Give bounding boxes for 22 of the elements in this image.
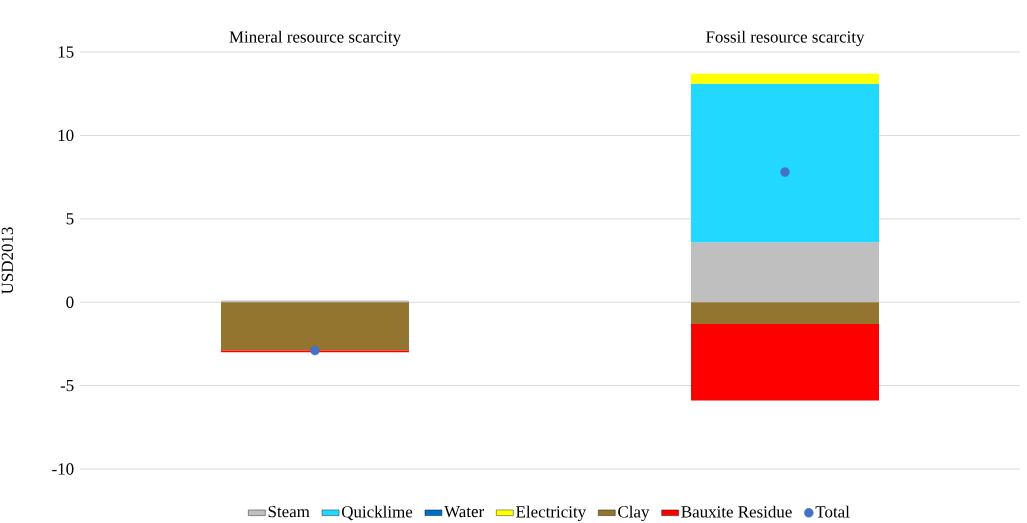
bar: [691, 302, 880, 324]
legend-label: Clay: [618, 505, 650, 522]
y-tick-label: 0: [66, 296, 74, 308]
y-tick-label: -10: [52, 463, 74, 475]
bar: [221, 302, 409, 351]
bar: [691, 323, 880, 401]
y-tick-label: 5: [66, 213, 74, 225]
x-tick-label: Mineral resource scarcity: [229, 30, 402, 47]
y-tick-label: 10: [58, 129, 74, 142]
x-tick-label: Fossil resource scarcity: [706, 30, 865, 47]
bar: [691, 73, 880, 84]
y-tick-label: 15: [58, 46, 74, 58]
bar: [691, 83, 880, 243]
legend-label: Total: [815, 505, 850, 518]
legend-label: Water: [444, 505, 485, 518]
y-tick-label: -5: [60, 379, 74, 392]
bar: [691, 242, 880, 303]
y-axis-title: USD2013: [1, 227, 14, 295]
legend-label: Steam: [268, 505, 310, 518]
legend-label: Quicklime: [341, 505, 413, 521]
legend-label: Electricity: [516, 505, 587, 522]
legend-label: Bauxite Residue: [681, 505, 792, 518]
